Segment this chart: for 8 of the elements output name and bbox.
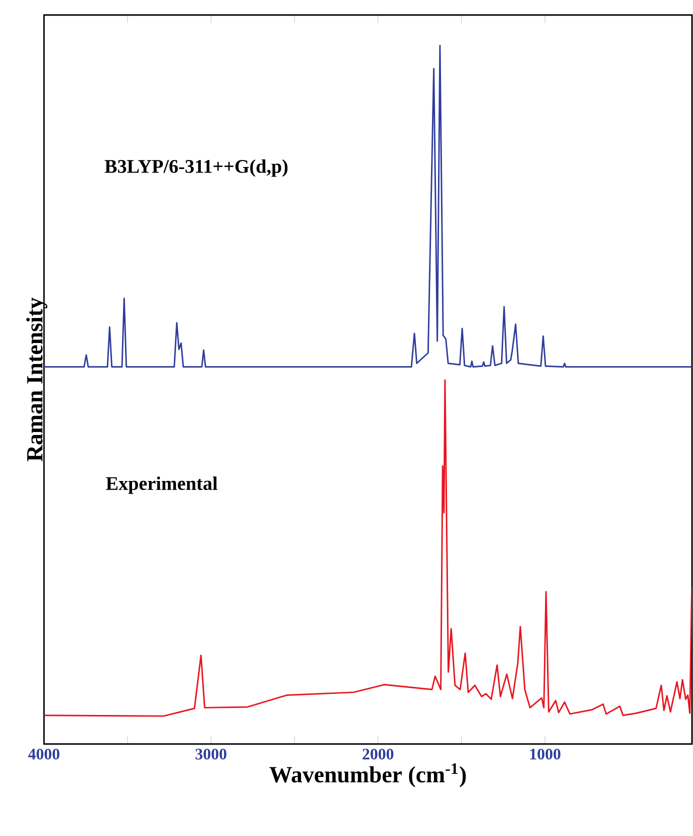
x-tick-label: 1000 [530, 748, 560, 760]
x-axis-title: Wavenumber (cm$^{-1}$) [270, 763, 466, 788]
annotation: Experimental [106, 476, 218, 494]
annotation: B3LYP/6-311++G(d,p) [104, 159, 288, 177]
x-tick-label: 3000 [196, 748, 226, 760]
y-axis-title: Raman Intensity [26, 298, 48, 462]
x-tick-label: 4000 [28, 748, 60, 760]
x-tick-label: 2000 [362, 748, 394, 760]
